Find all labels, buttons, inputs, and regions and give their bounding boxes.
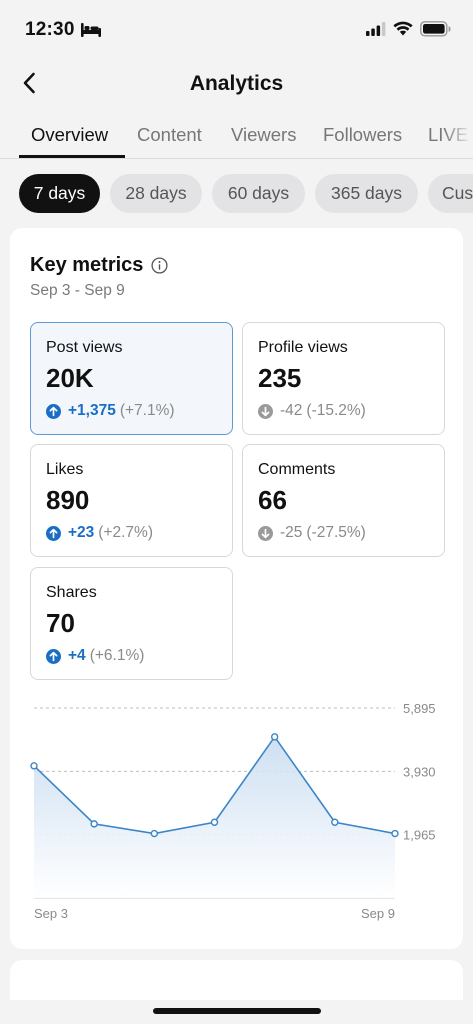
metric-value: 20K: [46, 363, 94, 393]
metric-change-percent: (-15.2%): [306, 402, 366, 419]
data-point[interactable]: [150, 829, 159, 838]
data-point[interactable]: [270, 733, 279, 741]
arrow-up-circle-icon: [46, 403, 61, 419]
metric-change: -25 (-27.5%): [258, 524, 366, 542]
next-section-card: [10, 960, 463, 1000]
metric-label: Post views: [46, 339, 123, 356]
data-point[interactable]: [210, 818, 219, 826]
data-point[interactable]: [90, 820, 98, 828]
date-filter-row: 7 days 28 days 60 days 365 days Custom: [0, 174, 473, 214]
metric-change: +4 (+6.1%): [46, 647, 144, 665]
cellular-signal-icon: [366, 22, 386, 36]
key-metrics-title: Key metrics: [30, 254, 144, 276]
arrow-down-circle-icon: [258, 403, 273, 419]
metric-tile-profile-views[interactable]: Profile views 235 -42 (-15.2%): [242, 322, 445, 435]
metric-change-value: +1,375: [68, 402, 116, 419]
post-views-chart: 1,965 3,930 5,895 Sep 3 Sep 9: [30, 701, 436, 921]
area-fill: [34, 736, 395, 898]
filter-28-days[interactable]: 28 days: [110, 174, 202, 213]
home-indicator: [153, 1008, 321, 1014]
metric-value: 235: [258, 363, 302, 393]
metric-tile-shares[interactable]: Shares 70 +4 (+6.1%): [30, 567, 233, 680]
tab-followers[interactable]: Followers: [323, 124, 403, 145]
metric-value: 66: [258, 485, 287, 515]
filter-custom[interactable]: Custom: [428, 174, 473, 213]
x-tick-label-start: Sep 3: [34, 906, 68, 921]
metric-change-percent: (+7.1%): [119, 402, 175, 419]
tab-content[interactable]: Content: [137, 124, 202, 145]
arrow-down-circle-icon: [258, 525, 273, 541]
filter-60-days[interactable]: 60 days: [212, 174, 305, 213]
metric-label: Comments: [258, 461, 336, 478]
status-bar: 12:30: [0, 0, 473, 58]
metric-tile-likes[interactable]: Likes 890 +23 (+2.7%): [30, 444, 233, 557]
metric-change: +23 (+2.7%): [46, 524, 153, 542]
x-tick-label-end: Sep 9: [361, 906, 395, 921]
metric-change-value: +4: [68, 647, 86, 664]
battery-icon: [420, 21, 451, 37]
filter-7-days[interactable]: 7 days: [19, 174, 100, 213]
metric-tile-post-views[interactable]: Post views 20K +1,375 (+7.1%): [30, 322, 233, 435]
data-point[interactable]: [30, 762, 38, 770]
chevron-left-icon: [23, 72, 35, 94]
active-tab-indicator: [19, 155, 125, 158]
status-time: 12:30: [25, 19, 75, 40]
tab-overview[interactable]: Overview: [31, 124, 109, 145]
info-icon[interactable]: [151, 257, 168, 274]
metric-label: Likes: [46, 461, 84, 478]
metric-change-value: -42: [280, 402, 303, 419]
metric-value: 890: [46, 485, 90, 515]
wifi-icon: [393, 21, 413, 36]
y-tick-label: 3,930: [403, 764, 436, 779]
metric-change: +1,375 (+7.1%): [46, 402, 175, 420]
metric-change-value: -25: [280, 524, 303, 541]
page-title: Analytics: [189, 72, 284, 95]
metric-change-percent: (-27.5%): [306, 524, 366, 541]
data-point[interactable]: [331, 818, 339, 826]
tab-viewers[interactable]: Viewers: [231, 124, 297, 145]
metric-change-percent: (+6.1%): [89, 647, 145, 664]
metric-label: Shares: [46, 584, 97, 601]
arrow-up-circle-icon: [46, 525, 61, 541]
back-button[interactable]: [14, 68, 44, 98]
metric-change-percent: (+2.7%): [98, 524, 154, 541]
key-metrics-card: Key metrics Sep 3 - Sep 9 Post views 20K +…: [10, 228, 463, 949]
sleep-bed-icon: [81, 23, 101, 37]
date-range-label: Sep 3 - Sep 9: [30, 282, 125, 299]
data-point[interactable]: [391, 829, 399, 838]
y-tick-label: 1,965: [403, 828, 436, 843]
metric-value: 70: [46, 608, 75, 638]
metric-change: -42 (-15.2%): [258, 402, 366, 420]
metric-change-value: +23: [68, 524, 95, 541]
tab-bar: Overview Content Viewers Followers LIVE: [0, 112, 473, 159]
arrow-up-circle-icon: [46, 648, 61, 664]
metric-tile-comments[interactable]: Comments 66 -25 (-27.5%): [242, 444, 445, 557]
metric-label: Profile views: [258, 339, 348, 356]
navigation-bar: Analytics: [0, 58, 473, 112]
tab-overflow-fade: [443, 112, 473, 158]
y-tick-label: 5,895: [403, 701, 436, 716]
filter-365-days[interactable]: 365 days: [315, 174, 418, 213]
